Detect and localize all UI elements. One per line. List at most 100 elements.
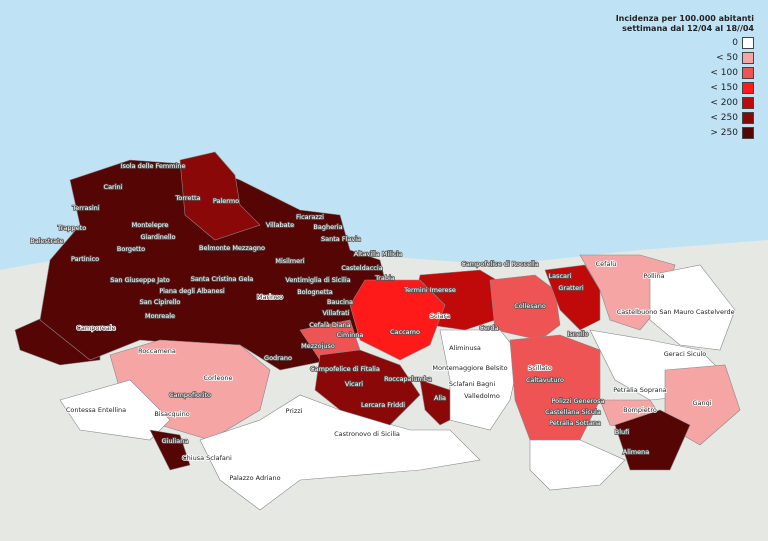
- municipality-label: Castelbuono: [617, 308, 658, 316]
- municipality-label: Roccapalumba: [384, 375, 432, 383]
- municipality-label: Torretta: [174, 194, 200, 202]
- legend-swatch: [742, 52, 754, 64]
- municipality-area[interactable]: [179, 151, 261, 241]
- legend-label: > 250: [710, 128, 738, 138]
- municipality-label: Santa Flavia: [321, 235, 361, 243]
- municipality-label: Baucina: [327, 298, 353, 306]
- municipality-area[interactable]: [439, 329, 521, 431]
- legend-label: < 50: [716, 53, 738, 63]
- municipality-label: Collesano: [514, 302, 546, 310]
- legend-item: < 50: [616, 52, 754, 64]
- municipality-label: Isnello: [567, 330, 588, 338]
- legend: Incidenza per 100.000 abitanti settimana…: [616, 14, 754, 139]
- municipality-area[interactable]: [614, 409, 691, 471]
- municipality-label: Gratteri: [558, 284, 583, 292]
- municipality-label: Campofiorito: [169, 391, 211, 399]
- municipality-label: Valledolmo: [464, 392, 500, 400]
- municipality-label: Sclafani Bagni: [449, 380, 495, 388]
- municipality-area[interactable]: [149, 429, 191, 471]
- municipality-label: Gangi: [692, 399, 711, 407]
- legend-swatch: [742, 127, 754, 139]
- municipality-label: Monreale: [145, 312, 175, 320]
- municipality-area[interactable]: [649, 264, 736, 351]
- municipality-label: Roccamena: [138, 347, 176, 355]
- municipality-label: Lercara Friddi: [361, 401, 405, 409]
- municipality-label: Campofelice di Fitalia: [310, 365, 380, 373]
- municipality-label: Alimena: [623, 448, 650, 456]
- municipality-label: Cefalà Diana: [309, 321, 351, 329]
- legend-item: > 250: [616, 127, 754, 139]
- municipality-area[interactable]: [544, 264, 601, 331]
- municipality-label: Vicari: [345, 380, 363, 388]
- municipality-label: San Giuseppe Jato: [110, 276, 169, 284]
- municipality-label: Pollina: [643, 272, 664, 280]
- legend-item: < 150: [616, 82, 754, 94]
- municipality-label: Cefalù: [596, 260, 617, 268]
- municipality-label: Ficarazzi: [296, 213, 324, 221]
- municipality-label: Piana degli Albanesi: [159, 287, 225, 295]
- legend-item: 0: [616, 37, 754, 49]
- legend-swatch: [742, 97, 754, 109]
- municipality-label: Polizzi Generosa: [551, 397, 604, 405]
- municipality-label: Borgetto: [117, 245, 145, 253]
- municipality-label: Casteldaccia: [341, 264, 382, 272]
- municipality-label: Campofelice di Roccella: [461, 260, 538, 268]
- municipality-label: Altavilla Milicia: [354, 250, 403, 258]
- municipality-label: Caccamo: [390, 328, 420, 336]
- municipality-label: Partinico: [71, 255, 99, 263]
- municipality-label: Prizzi: [286, 407, 303, 415]
- municipality-area[interactable]: [529, 439, 626, 491]
- municipality-label: Ventimiglia di Sicilia: [285, 276, 350, 284]
- municipality-label: Isola delle Femmine: [121, 162, 186, 170]
- municipality-label: Blufi: [615, 428, 629, 436]
- municipality-label: Chiusa Sclafani: [182, 454, 232, 462]
- municipality-label: Petralia Soprana: [613, 386, 667, 394]
- municipality-label: Bisacquino: [154, 410, 189, 418]
- municipality-label: Giardinello: [140, 233, 175, 241]
- municipality-label: Contessa Entellina: [66, 406, 126, 414]
- municipality-label: Terrasini: [71, 204, 99, 212]
- municipality-label: Ciminna: [337, 331, 364, 339]
- municipality-label: Villabate: [266, 221, 294, 229]
- municipality-label: Mezzojuso: [301, 342, 335, 350]
- municipality-area[interactable]: [314, 349, 421, 426]
- municipality-label: Castronovo di Sicilia: [334, 430, 400, 438]
- municipality-label: Alia: [434, 394, 446, 402]
- municipality-label: Geraci Siculo: [664, 350, 707, 358]
- legend-swatch: [742, 37, 754, 49]
- municipality-area[interactable]: [199, 394, 481, 511]
- municipality-label: Trabia: [374, 274, 395, 282]
- municipality-area[interactable]: [59, 379, 171, 441]
- legend-label: < 150: [710, 83, 738, 93]
- legend-swatch: [742, 67, 754, 79]
- municipality-label: Balestrate: [30, 237, 63, 245]
- legend-item: < 200: [616, 97, 754, 109]
- legend-label: < 100: [710, 68, 738, 78]
- legend-swatch: [742, 112, 754, 124]
- municipality-label: Montelepre: [132, 221, 169, 229]
- municipality-label: Godrano: [264, 354, 292, 362]
- municipality-label: Giuliana: [162, 437, 189, 445]
- municipality-label: Bompietro: [623, 406, 657, 414]
- municipality-label: Carini: [104, 183, 123, 191]
- municipality-area[interactable]: [509, 334, 601, 441]
- municipality-label: Scillato: [528, 364, 552, 372]
- legend-title-2: settimana dal 12/04 al 18//04: [622, 24, 754, 33]
- municipality-label: San Cipirello: [140, 298, 181, 306]
- municipality-label: Belmonte Mezzagno: [199, 244, 265, 252]
- municipality-label: Termini Imerese: [403, 286, 456, 294]
- municipality-label: Santa Cristina Gela: [191, 275, 254, 283]
- municipality-label: Montemaggiore Belsito: [432, 364, 507, 372]
- municipality-label: Marineo: [257, 293, 283, 301]
- legend-item: < 100: [616, 67, 754, 79]
- municipality-label: Villafrati: [322, 309, 349, 317]
- legend-item: < 250: [616, 112, 754, 124]
- legend-label: 0: [732, 38, 738, 48]
- municipality-label: Palazzo Adriano: [229, 474, 280, 482]
- legend-label: < 200: [710, 98, 738, 108]
- municipality-label: Lascari: [548, 272, 571, 280]
- municipality-label: Aliminusa: [449, 344, 481, 352]
- municipality-area[interactable]: [349, 279, 446, 361]
- municipality-label: Camporeale: [76, 324, 115, 332]
